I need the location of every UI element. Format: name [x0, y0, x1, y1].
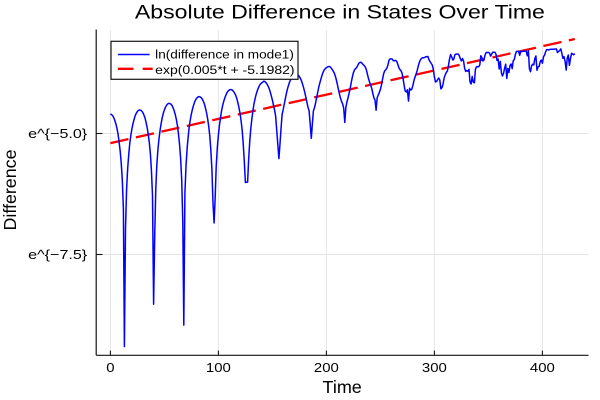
svg-text:e^{−7.5}: e^{−7.5}	[28, 247, 88, 262]
svg-text:Time: Time	[323, 377, 362, 397]
svg-text:300: 300	[422, 360, 447, 375]
svg-text:Absolute Difference in States: Absolute Difference in States Over Time	[135, 3, 545, 24]
svg-text:e^{−5.0}: e^{−5.0}	[28, 126, 88, 141]
svg-text:0: 0	[106, 360, 114, 375]
svg-text:100: 100	[206, 360, 231, 375]
svg-text:ln(difference in mode1): ln(difference in mode1)	[155, 50, 294, 62]
svg-text:200: 200	[314, 360, 339, 375]
svg-text:400: 400	[530, 360, 555, 375]
svg-text:exp(0.005*t + -5.1982): exp(0.005*t + -5.1982)	[155, 65, 295, 77]
svg-text:Difference: Difference	[0, 150, 20, 231]
